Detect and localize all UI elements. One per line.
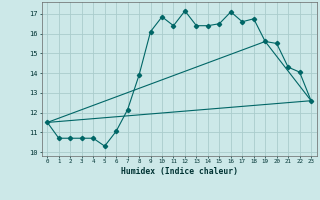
X-axis label: Humidex (Indice chaleur): Humidex (Indice chaleur): [121, 167, 238, 176]
